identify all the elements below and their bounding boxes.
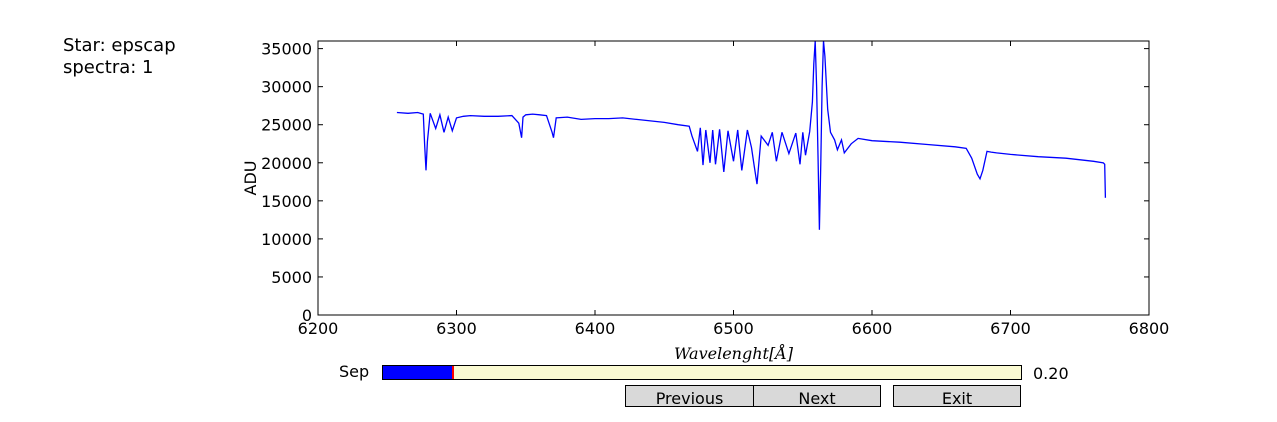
x-axis-label: Wavelenght[Å] [674, 343, 794, 363]
previous-button[interactable]: Previous [625, 385, 754, 408]
plot-frame [317, 40, 1150, 316]
y-tick-label: 30000 [261, 78, 312, 97]
sep-slider-fill [383, 366, 454, 379]
spectrum-series-line [396, 41, 1107, 230]
exit-button[interactable]: Exit [893, 385, 1021, 408]
x-tick-label: 6800 [1129, 319, 1170, 338]
spectra-index-label: spectra: 1 [63, 57, 154, 78]
star-name-label: Star: epscap [63, 35, 176, 56]
x-tick-label: 6200 [298, 319, 339, 338]
y-axis-label: ADU [241, 161, 260, 196]
y-tick-label: 15000 [261, 192, 312, 211]
x-tick-label: 6400 [575, 319, 616, 338]
sep-slider[interactable] [382, 365, 1022, 380]
y-tick-label: 5000 [271, 268, 312, 287]
y-tick-label: 0 [302, 306, 312, 325]
next-button[interactable]: Next [753, 385, 881, 408]
x-tick-label: 6300 [436, 319, 477, 338]
sep-slider-label: Sep [339, 362, 370, 381]
y-tick-label: 10000 [261, 230, 312, 249]
y-tick-label: 35000 [261, 40, 312, 59]
y-tick-label: 25000 [261, 116, 312, 135]
sep-slider-value: 0.20 [1033, 364, 1069, 383]
x-tick-label: 6600 [852, 319, 893, 338]
x-tick-label: 6500 [713, 319, 754, 338]
y-tick-label: 20000 [261, 154, 312, 173]
x-tick-label: 6700 [990, 319, 1031, 338]
sep-slider-marker [452, 366, 455, 379]
